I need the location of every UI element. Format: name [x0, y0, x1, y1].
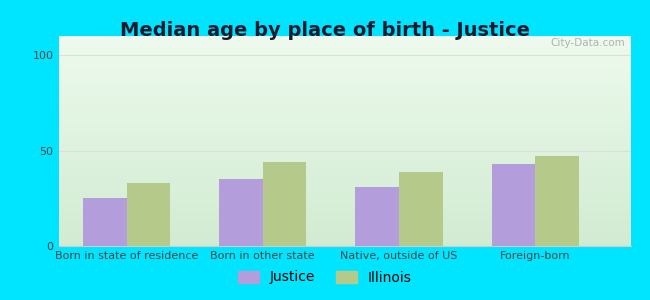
Text: Median age by place of birth - Justice: Median age by place of birth - Justice — [120, 21, 530, 40]
Legend: Justice, Illinois: Justice, Illinois — [233, 265, 417, 290]
Bar — [356, 187, 399, 246]
Bar — [263, 162, 306, 246]
Bar — [127, 183, 170, 246]
Bar — [83, 198, 127, 246]
Text: City-Data.com: City-Data.com — [550, 38, 625, 48]
Bar — [219, 179, 263, 246]
Bar — [399, 172, 443, 246]
Bar — [535, 156, 578, 246]
Bar — [491, 164, 535, 246]
